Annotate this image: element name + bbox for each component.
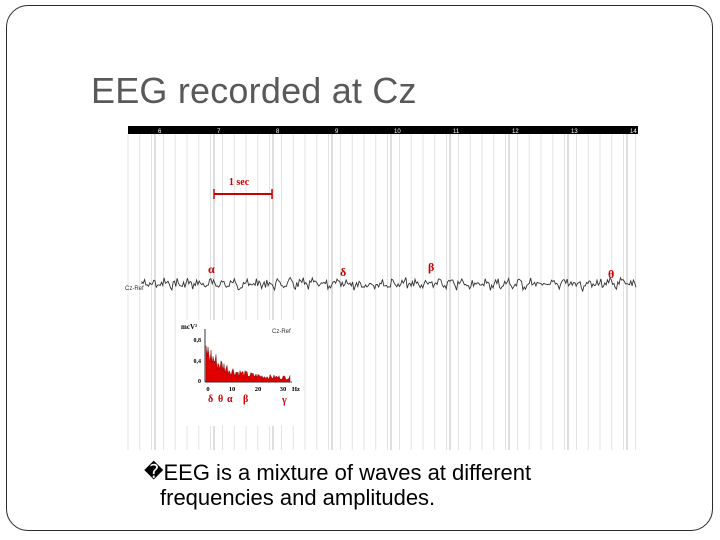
spectrum-ytick: 0,8	[194, 338, 202, 344]
second-label: 9	[335, 129, 339, 135]
scale-label: 1 sec	[229, 177, 250, 188]
band-theta-label: θ	[218, 394, 223, 405]
band-alpha-label: α	[227, 394, 233, 405]
eeg-figure-svg: 6 7 8 9 10 11 12 13 14 1 sec α δ β θ Cz-Ref mcV²…	[125, 126, 638, 450]
second-label: 10	[394, 129, 401, 135]
spectrum-ylabel: mcV²	[181, 323, 197, 331]
channel-label: Cz-Ref	[125, 286, 144, 292]
theta-label: θ	[608, 267, 614, 281]
spectrum-xtick: 30	[280, 386, 287, 393]
bullet-line-2: frequencies and amplitudes.	[160, 485, 436, 510]
alpha-label: α	[208, 262, 215, 276]
spectrum-xtick: 0	[206, 386, 209, 393]
second-label: 11	[453, 129, 460, 135]
spectrum-xunit: Hz	[292, 386, 300, 393]
bullet-text: �EEG is a mixture of waves at different …	[144, 460, 664, 510]
time-ruler	[128, 126, 638, 134]
second-label: 13	[571, 129, 578, 135]
delta-label: δ	[340, 265, 346, 279]
spectrum-xtick: 10	[229, 386, 236, 393]
eeg-trace	[141, 276, 637, 293]
second-label: 6	[158, 129, 162, 135]
second-label: 8	[276, 129, 280, 135]
band-gamma-label: γ	[281, 395, 287, 406]
slide-title: EEG recorded at Cz	[91, 70, 417, 111]
spectrum-area	[205, 345, 291, 383]
spectrum-ytick: 0	[198, 379, 201, 385]
band-beta-label: β	[243, 394, 248, 405]
scale-bar	[213, 189, 273, 199]
spectrum-inset: mcV² Cz-Ref 0,8 0,4 0 0 10 20 30 Hz δ θ …	[178, 320, 302, 426]
bullet-mark: �	[144, 461, 164, 483]
second-label: 14	[630, 129, 637, 135]
second-label: 12	[512, 129, 519, 135]
second-label: 7	[217, 129, 221, 135]
spectrum-channel-label: Cz-Ref	[272, 329, 291, 335]
band-delta-label: δ	[208, 394, 213, 405]
second-labels: 6 7 8 9 10 11 12 13 14	[158, 129, 637, 135]
spectrum-ytick: 0,4	[194, 359, 202, 365]
eeg-figure: 6 7 8 9 10 11 12 13 14 1 sec α δ β θ Cz-Ref mcV²…	[122, 124, 638, 450]
beta-label: β	[428, 260, 434, 274]
bullet-line-1: EEG is a mixture of waves at different	[163, 460, 532, 485]
spectrum-xtick: 20	[255, 386, 262, 393]
slide-frame	[6, 5, 713, 531]
